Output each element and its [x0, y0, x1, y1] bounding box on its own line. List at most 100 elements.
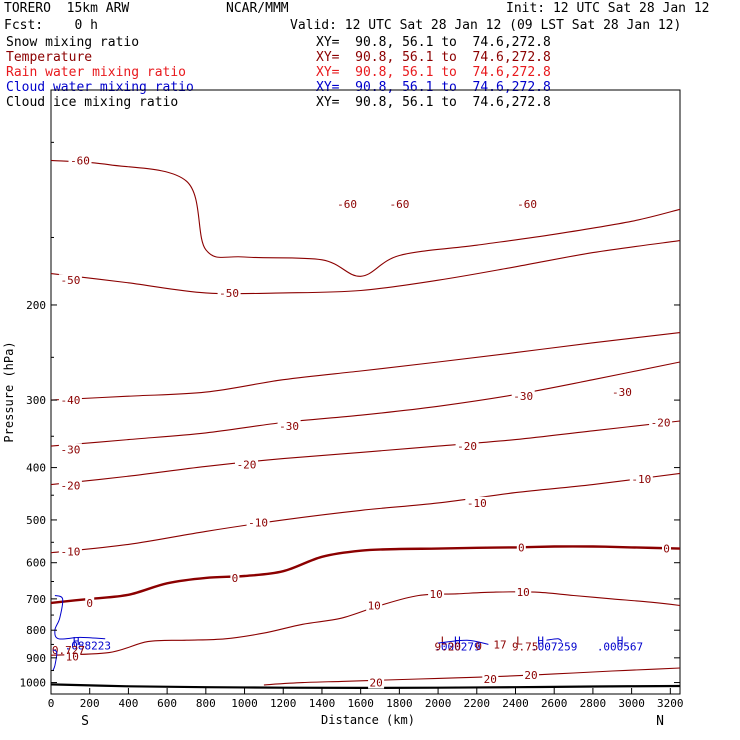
isotherm-label: 0 [232, 572, 239, 585]
isotherm-label: -20 [237, 459, 257, 472]
field-xy-rain: XY= 90.8, 56.1 to 74.6,272.8 [316, 65, 551, 80]
y-tick-label: 1000 [20, 677, 47, 690]
isotherm-label: 20 [524, 669, 537, 682]
isotherm-label-bg [68, 154, 92, 167]
isotherm-label: 17 [493, 638, 506, 651]
rain-water-marker: 9.75 [512, 640, 539, 653]
y-tick-label: 600 [26, 557, 46, 570]
forecast-hour: Fcst: 0 h [4, 18, 98, 33]
isotherm-10 [50, 591, 681, 656]
x-tick-label: 1600 [347, 697, 374, 710]
x-tick-label: 1800 [386, 697, 413, 710]
isotherm-label-bg [58, 274, 82, 287]
isotherm-label-bg [465, 496, 489, 509]
x-tick-label: 400 [118, 697, 138, 710]
valid-time: Valid: 12 UTC Sat 28 Jan 12 (09 LST Sat … [290, 18, 682, 33]
x-end-label-south: S [81, 714, 89, 729]
isotherm-label-bg [277, 420, 301, 432]
isotherm-label: -20 [457, 440, 477, 453]
cloud-water-marker: .000279 [434, 640, 480, 653]
cloud-water-marker: H [537, 634, 544, 647]
cloud-water-marker: .007259 [531, 640, 577, 653]
isotherm-minus-50 [50, 240, 681, 295]
isotherm-label-bg [335, 197, 359, 210]
rain-water-marker: L [516, 634, 523, 647]
isotherm-label: -60 [389, 198, 409, 211]
field-name-temperature: Temperature [6, 50, 93, 65]
field-xy-temperature: XY= 90.8, 56.1 to 74.6,272.8 [316, 50, 551, 65]
y-tick-label: 800 [26, 624, 46, 637]
cloud-water-marker: H [617, 634, 624, 647]
isotherm-20 [263, 667, 681, 686]
rain-water-marker: L [441, 634, 448, 647]
isotherm-label-bg [230, 571, 240, 584]
cloud-water-contour [438, 639, 489, 645]
x-tick-label: 200 [80, 697, 100, 710]
x-tick-label: 800 [196, 697, 216, 710]
isotherm-label-bg [523, 668, 539, 681]
isotherm-label: -50 [60, 274, 80, 287]
cloud-water-contour [54, 595, 106, 640]
field-xy-cloud-water: XY= 90.8, 56.1 to 74.6,272.8 [316, 80, 551, 95]
isotherm-label: 0 [518, 541, 525, 554]
isotherm-label-bg [649, 416, 673, 429]
x-tick-label: 1200 [270, 697, 297, 710]
isotherm-label: -10 [60, 546, 80, 559]
isotherm-label: 20 [484, 673, 497, 686]
isotherm-label: -60 [517, 198, 537, 211]
cloud-water-marker: .088223 [65, 639, 111, 652]
y-tick-label: 500 [26, 514, 46, 527]
isotherm-label: 0 [663, 543, 670, 556]
isotherm-label: 0 [86, 597, 93, 610]
rain-water-marker: 0.727 [52, 644, 85, 657]
cloud-water-contour [52, 649, 58, 671]
isotherm-label-bg [387, 197, 411, 210]
isotherm-label-bg [58, 394, 82, 407]
isotherm-label: -20 [651, 417, 671, 430]
cloud-water-marker: H [73, 635, 80, 648]
x-tick-label: 2000 [425, 697, 452, 710]
isotherm-label-bg [482, 673, 499, 685]
isotherm-label-bg [58, 443, 82, 456]
isotherm-minus-40 [50, 332, 681, 401]
isotherm-label-bg [428, 587, 445, 600]
isotherm-label: -20 [60, 480, 80, 493]
y-tick-label: 200 [26, 299, 46, 312]
plot-frame [50, 89, 681, 695]
x-tick-label: 0 [48, 697, 55, 710]
org-label: NCAR/MMM [226, 1, 289, 16]
isotherm-minus-60 [50, 159, 681, 277]
x-tick-label: 3000 [618, 697, 645, 710]
isotherm-label-bg [246, 516, 270, 529]
field-xy-snow: XY= 90.8, 56.1 to 74.6,272.8 [316, 35, 551, 50]
x-end-label-north: N [656, 714, 664, 729]
rain-water-marker: 0 [475, 640, 482, 653]
ground-surface [50, 683, 681, 690]
field-name-rain: Rain water mixing ratio [6, 65, 187, 80]
rain-water-marker: 9.20 [435, 640, 462, 653]
cloud-water-contour [546, 638, 563, 643]
isotherm-label-bg [515, 197, 539, 210]
isotherm-0 [50, 545, 681, 605]
x-tick-label: 2600 [541, 697, 568, 710]
x-tick-label: 600 [157, 697, 177, 710]
isotherm-label: -40 [60, 394, 80, 407]
isotherm-label-bg [515, 586, 532, 599]
isotherm-label-bg [455, 440, 479, 453]
isotherm-label-bg [368, 676, 385, 689]
isotherm-label-bg [58, 545, 82, 558]
isotherm-label: -30 [513, 390, 533, 403]
isotherm-label: 10 [368, 600, 381, 613]
isotherm-minus-30 [50, 361, 681, 447]
x-tick-label: 2200 [464, 697, 491, 710]
field-xy-cloud-ice: XY= 90.8, 56.1 to 74.6,272.8 [316, 95, 551, 110]
isotherm-label: 10 [429, 588, 442, 601]
y-tick-label: 700 [26, 593, 46, 606]
isotherm-label-bg [662, 542, 671, 555]
isotherm-label-bg [235, 458, 258, 471]
x-tick-label: 3200 [657, 697, 684, 710]
isotherm-label: 10 [66, 651, 79, 664]
x-axis-label: Distance (km) [321, 713, 415, 727]
y-tick-label: 300 [26, 394, 46, 407]
